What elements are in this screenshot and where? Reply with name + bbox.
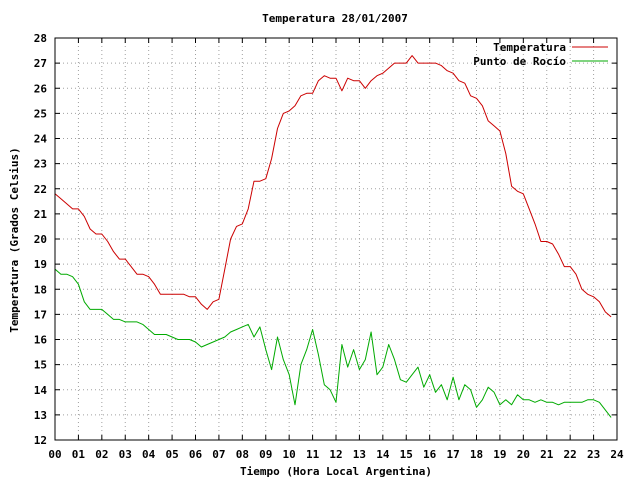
- x-tick-label: 04: [142, 448, 156, 461]
- y-tick-label: 15: [34, 359, 47, 372]
- y-tick-label: 26: [34, 82, 48, 95]
- x-tick-label: 01: [72, 448, 86, 461]
- y-tick-label: 12: [34, 434, 47, 447]
- y-tick-label: 24: [34, 133, 48, 146]
- y-tick-label: 14: [34, 384, 48, 397]
- y-axis-label: Temperatura (Grados Celsius): [8, 147, 21, 332]
- chart-title: Temperatura 28/01/2007: [262, 12, 408, 25]
- x-tick-label: 22: [564, 448, 577, 461]
- x-tick-label: 21: [540, 448, 554, 461]
- x-tick-label: 00: [48, 448, 61, 461]
- y-tick-label: 16: [34, 334, 48, 347]
- x-tick-label: 17: [446, 448, 459, 461]
- x-tick-label: 03: [119, 448, 132, 461]
- x-tick-label: 11: [306, 448, 320, 461]
- y-tick-label: 18: [34, 283, 47, 296]
- y-tick-label: 22: [34, 183, 47, 196]
- y-tick-label: 25: [34, 107, 47, 120]
- x-tick-label: 20: [517, 448, 530, 461]
- y-tick-label: 17: [34, 308, 47, 321]
- y-tick-label: 13: [34, 409, 47, 422]
- x-tick-label: 09: [259, 448, 272, 461]
- x-tick-label: 12: [329, 448, 342, 461]
- grid-lines: [55, 38, 617, 440]
- axis-ticks: 00 01 02 03 04 05 06 07 08 09 10 11 12 13 14 15 16 17 18 19…: [34, 32, 624, 461]
- x-tick-label: 10: [283, 448, 296, 461]
- x-tick-label: 06: [189, 448, 203, 461]
- y-tick-label: 21: [34, 208, 48, 221]
- x-tick-label: 19: [493, 448, 506, 461]
- x-tick-label: 07: [212, 448, 225, 461]
- y-tick-label: 19: [34, 258, 47, 271]
- x-tick-label: 14: [376, 448, 390, 461]
- legend-label-temperatura: Temperatura: [493, 41, 566, 54]
- x-tick-label: 18: [470, 448, 483, 461]
- plot-frame: [54, 37, 618, 441]
- y-tick-label: 20: [34, 233, 47, 246]
- x-tick-label: 08: [236, 448, 249, 461]
- x-tick-label: 05: [165, 448, 178, 461]
- series-line-temperatura: [54, 55, 612, 318]
- x-tick-label: 15: [400, 448, 413, 461]
- legend-label-punto-de-rocio: Punto de Rocío: [473, 55, 566, 68]
- x-tick-label: 16: [423, 448, 437, 461]
- x-tick-label: 02: [95, 448, 108, 461]
- x-tick-label: 24: [610, 448, 624, 461]
- y-tick-label: 23: [34, 158, 47, 171]
- x-tick-label: 23: [587, 448, 600, 461]
- series-layer: [54, 55, 612, 418]
- x-axis-label: Tiempo (Hora Local Argentina): [240, 465, 432, 478]
- series-line-punto-de-rocio: [54, 268, 612, 418]
- y-tick-label: 28: [34, 32, 47, 45]
- x-tick-label: 13: [353, 448, 366, 461]
- y-tick-label: 27: [34, 57, 47, 70]
